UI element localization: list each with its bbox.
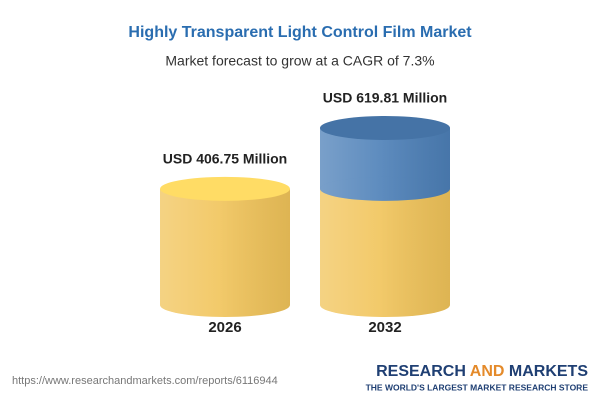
cylinder-shade (320, 188, 450, 305)
chart-subtitle: Market forecast to grow at a CAGR of 7.3… (165, 53, 434, 69)
x-tick-label: 2032 (368, 319, 401, 336)
tagline: THE WORLD'S LARGEST MARKET RESEARCH STOR… (366, 382, 589, 392)
brand-word: RESEARCH (376, 363, 466, 380)
brand-word: MARKETS (509, 363, 588, 380)
cylinder-shade (160, 188, 290, 305)
brand: RESEARCH AND MARKETS (376, 363, 588, 380)
cylinder-top (160, 176, 290, 201)
source-url: https://www.researchandmarkets.com/repor… (12, 375, 278, 387)
value-label: USD 406.75 Million (163, 151, 287, 167)
brand-word: AND (470, 363, 505, 380)
x-tick-label: 2026 (208, 319, 241, 336)
cylinder-joint-shade (320, 176, 450, 201)
cylinder-top (320, 116, 450, 140)
value-label: USD 619.81 Million (323, 90, 447, 106)
chart-title: Highly Transparent Light Control Film Ma… (128, 24, 472, 41)
